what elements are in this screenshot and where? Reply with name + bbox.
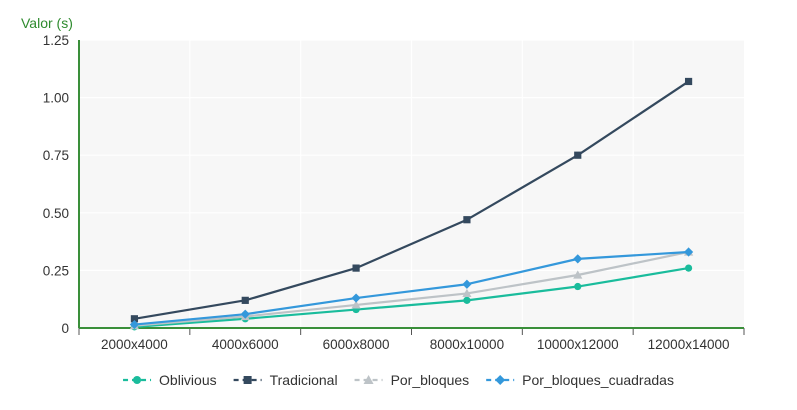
legend-item-por-bloques[interactable]: Por_bloques — [354, 372, 470, 388]
data-point[interactable] — [573, 254, 583, 264]
data-point[interactable] — [573, 270, 583, 279]
series-line — [134, 250, 689, 326]
x-tick-label: 4000x6000 — [212, 337, 279, 352]
x-tick-label: 10000x12000 — [537, 337, 619, 352]
x-tick-label: 12000x14000 — [648, 337, 730, 352]
y-tick-label: 0.75 — [43, 148, 69, 163]
legend-marker-swatch — [243, 376, 252, 384]
x-tick-label: 6000x8000 — [323, 337, 390, 352]
data-point[interactable] — [684, 264, 693, 272]
y-tick-label: 1.00 — [43, 91, 69, 106]
legend-marker-swatch — [133, 376, 142, 384]
legend-label: Oblivious — [159, 372, 217, 388]
data-point[interactable] — [241, 296, 249, 304]
y-tick-label: 0.50 — [43, 206, 69, 221]
legend-label: Tradicional — [270, 372, 338, 388]
series-layer — [129, 77, 694, 331]
data-point[interactable] — [683, 247, 694, 257]
y-tick-label: 0.25 — [43, 263, 69, 278]
data-point[interactable] — [684, 77, 693, 86]
series-line — [134, 267, 689, 328]
legend-item-oblivious[interactable]: Oblivious — [123, 372, 217, 388]
data-point[interactable] — [351, 300, 361, 309]
legend-marker-swatch — [495, 375, 506, 385]
legend: Oblivious Tradicional Por_bloques Por_bloqu… — [123, 372, 674, 388]
y-tick-label: 0 — [61, 321, 69, 336]
data-point[interactable] — [129, 319, 140, 330]
gridlines — [79, 39, 744, 329]
x-tick-label: 8000x10000 — [430, 337, 504, 352]
series-tradicional — [130, 77, 693, 323]
legend-label: Por_bloques_cuadradas — [522, 372, 674, 388]
series-line — [134, 80, 690, 320]
legend-marker-swatch — [363, 375, 374, 384]
data-point[interactable] — [351, 293, 361, 303]
x-tick-label: 2000x4000 — [101, 337, 168, 352]
data-point[interactable] — [574, 282, 582, 291]
legend-item-tradicional[interactable]: Tradicional — [233, 372, 338, 388]
data-point[interactable] — [352, 264, 360, 272]
data-point[interactable] — [240, 309, 250, 319]
data-point[interactable] — [462, 288, 472, 298]
y-axis-label: Valor (s) — [21, 15, 73, 31]
y-tick-label: 1.25 — [43, 33, 69, 48]
series-line — [134, 250, 689, 327]
legend-item-por-bloques-cuadradas[interactable]: Por_bloques_cuadradas — [486, 372, 674, 388]
x-axis-ticks: 2000x4000 4000x6000 6000x8000 8000x10000 100… — [78, 328, 745, 352]
y-axis-ticks: 0 0.25 0.50 0.75 1.00 1.25 — [43, 33, 69, 336]
data-point[interactable] — [462, 279, 472, 289]
series-por-bloques-cuadradas — [129, 247, 694, 330]
data-point[interactable] — [463, 296, 471, 304]
data-point[interactable] — [130, 315, 139, 323]
data-point[interactable] — [463, 216, 471, 224]
legend-label: Por_bloques — [391, 372, 470, 388]
data-point[interactable] — [574, 151, 582, 159]
